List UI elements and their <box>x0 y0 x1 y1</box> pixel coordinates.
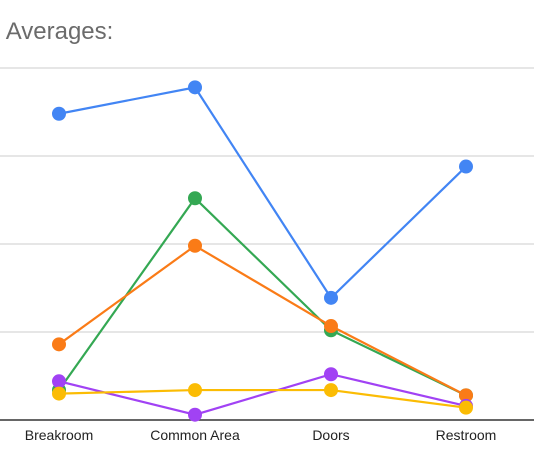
data-point <box>324 290 338 305</box>
data-point <box>188 407 202 422</box>
data-point <box>52 337 66 352</box>
series-line <box>58 373 467 416</box>
data-point <box>52 106 66 121</box>
data-point <box>324 383 338 398</box>
series-lines <box>52 80 473 422</box>
x-tick-label: Breakroom <box>25 427 93 443</box>
data-point <box>188 80 202 95</box>
gridlines <box>0 67 534 421</box>
x-tick-label: Restroom <box>436 427 497 443</box>
x-tick-label: Doors <box>312 427 349 443</box>
chart-title: n Averages: <box>0 18 114 45</box>
data-point <box>188 383 202 398</box>
series-2 <box>52 191 473 403</box>
data-point <box>52 386 66 401</box>
series-3 <box>52 238 473 403</box>
data-point <box>459 400 473 415</box>
x-axis-labels: Breakroom Common Area Doors Restroom <box>25 427 497 443</box>
x-tick-label: Common Area <box>150 427 240 443</box>
series-4 <box>52 367 473 422</box>
series-line <box>58 244 467 397</box>
series-1 <box>52 80 473 305</box>
series-5 <box>52 383 473 415</box>
series-line <box>58 86 467 300</box>
data-point <box>188 238 202 253</box>
data-point <box>324 367 338 382</box>
data-point <box>324 319 338 334</box>
data-point <box>459 159 473 174</box>
data-point <box>52 374 66 389</box>
data-point <box>459 388 473 403</box>
series-line <box>58 388 467 409</box>
data-point <box>188 191 202 206</box>
series-line <box>58 196 467 397</box>
